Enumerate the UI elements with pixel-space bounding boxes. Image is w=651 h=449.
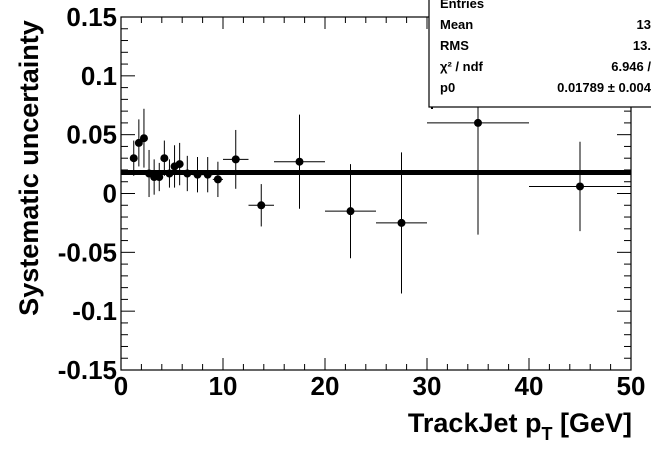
stats-label: χ² / ndf — [440, 59, 484, 74]
point-marker — [165, 169, 174, 178]
data-point — [376, 152, 427, 294]
point-marker — [183, 169, 192, 178]
point-marker — [175, 160, 184, 169]
y-tick-label: -0.15 — [58, 355, 117, 385]
x-axis-title-main: TrackJet p — [408, 408, 542, 438]
data-point — [134, 119, 143, 167]
data-point — [145, 149, 154, 198]
point-marker — [231, 155, 240, 164]
point-marker — [193, 170, 202, 179]
stats-value: 6.946 / — [611, 59, 651, 74]
y-tick-label: 0.1 — [81, 61, 117, 91]
data-point — [139, 108, 148, 168]
data-point — [160, 140, 169, 176]
point-marker — [134, 138, 143, 147]
data-point — [202, 157, 213, 193]
x-tick-label: 30 — [413, 371, 442, 401]
y-tick-label: 0 — [103, 179, 117, 209]
stats-label: p0 — [440, 80, 455, 95]
point-marker — [160, 154, 169, 163]
stats-value: 0.01789 ± 0.004 — [557, 80, 651, 95]
stats-label: Mean — [440, 17, 473, 32]
x-axis-title-subscript: T — [541, 424, 552, 444]
data-point — [182, 155, 193, 192]
stats-value: 13 — [637, 17, 651, 32]
x-axis-title-unit: [GeV] — [552, 408, 632, 438]
data-point — [325, 164, 376, 259]
data-point — [248, 184, 274, 227]
stats-box-frame — [428, 0, 651, 108]
x-tick-label: 50 — [617, 371, 646, 401]
x-axis-title: TrackJet pT [GeV] — [408, 408, 632, 444]
y-tick-label: 0.15 — [66, 2, 117, 32]
point-marker — [397, 218, 406, 227]
y-tick-label: -0.1 — [72, 296, 117, 326]
x-tick-label: 0 — [114, 371, 128, 401]
data-point — [529, 141, 631, 232]
stats-label: Entries — [440, 0, 484, 11]
data-point — [212, 161, 223, 198]
point-marker — [155, 173, 164, 182]
y-tick-label: 0.05 — [66, 120, 117, 150]
x-tick-label: 20 — [311, 371, 340, 401]
data-point — [223, 129, 249, 189]
x-tick-label: 40 — [515, 371, 544, 401]
point-marker — [346, 207, 355, 216]
y-axis-title: Systematic uncertainty — [14, 20, 44, 316]
data-point — [165, 159, 174, 188]
data-point — [274, 114, 325, 209]
point-marker — [203, 170, 212, 179]
data-point — [129, 140, 138, 176]
stats-value: 13. — [633, 38, 651, 53]
data-point — [155, 162, 164, 192]
y-tick-label: -0.05 — [58, 237, 117, 267]
point-marker — [295, 157, 304, 166]
stats-box: Entries Mean 13 RMS 13. χ² / ndf 6.946 / p0 0.01… — [428, 0, 651, 109]
stats-label: RMS — [440, 38, 469, 53]
point-marker — [576, 182, 584, 191]
point-marker — [474, 118, 482, 127]
data-points — [129, 17, 631, 294]
point-marker — [213, 175, 222, 184]
data-point — [175, 142, 184, 186]
point-marker — [139, 134, 148, 143]
point-marker — [257, 201, 266, 210]
x-tick-label: 10 — [209, 371, 238, 401]
point-marker — [129, 154, 138, 163]
data-point — [192, 157, 203, 193]
